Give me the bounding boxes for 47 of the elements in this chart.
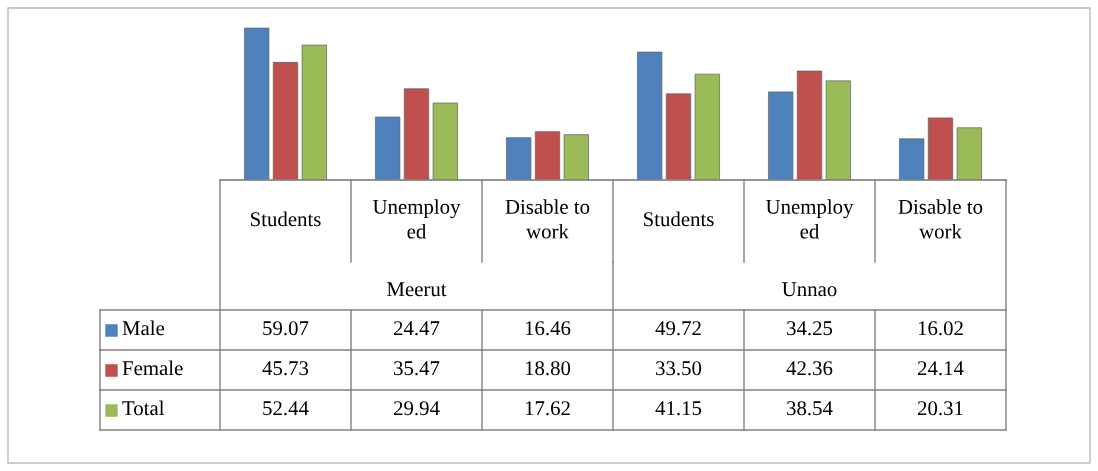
legend-label: Total: [122, 400, 165, 416]
data-label: 52.44: [263, 401, 309, 416]
bar: [956, 127, 982, 180]
bar: [899, 138, 925, 180]
data-label: 34.25: [787, 321, 833, 336]
bar: [506, 137, 532, 180]
data-label: 35.47: [394, 361, 440, 376]
x-tick-label: Unemploy ed: [372, 199, 461, 239]
legend-label: Male: [122, 320, 165, 336]
bar: [301, 44, 327, 180]
bar: [375, 116, 401, 180]
x-tick-label: Disable to work: [898, 199, 983, 239]
data-label: 17.62: [525, 401, 570, 416]
data-label: 18.80: [525, 361, 571, 376]
bar: [244, 27, 270, 180]
data-label: 49.72: [655, 321, 701, 336]
bar: [768, 91, 794, 180]
data-label: 24.14: [917, 361, 964, 376]
x-tick-label: Disable to work: [505, 199, 590, 239]
legend-label: Female: [122, 360, 183, 376]
data-label: 20.31: [917, 401, 963, 416]
x-tick-label: Students: [644, 211, 714, 227]
bar: [825, 80, 851, 180]
data-label: 16.02: [918, 321, 963, 336]
data-label: 59.07: [263, 321, 309, 336]
x-tick-label: Unemploy ed: [765, 199, 854, 239]
text: Meerut: [387, 282, 447, 297]
bar: [272, 62, 299, 180]
bar: [403, 88, 430, 180]
data-label: 29.94: [393, 401, 440, 416]
bar: [927, 117, 954, 180]
bar: [665, 93, 692, 180]
bar: [534, 131, 561, 180]
bar: [694, 73, 720, 180]
data-label: 33.50: [656, 361, 702, 376]
bar: [563, 134, 589, 180]
bar: [637, 51, 663, 180]
data-label: 41.15: [655, 401, 702, 416]
bar: [796, 70, 823, 180]
text: Unnao: [782, 282, 837, 297]
data-label: 16.46: [525, 321, 571, 336]
data-label: 45.73: [262, 361, 309, 376]
data-label: 42.36: [786, 361, 833, 376]
bar: [432, 102, 458, 180]
data-label: 38.54: [787, 401, 833, 416]
data-label: 24.47: [393, 321, 440, 336]
x-tick-label: Students: [251, 211, 321, 227]
